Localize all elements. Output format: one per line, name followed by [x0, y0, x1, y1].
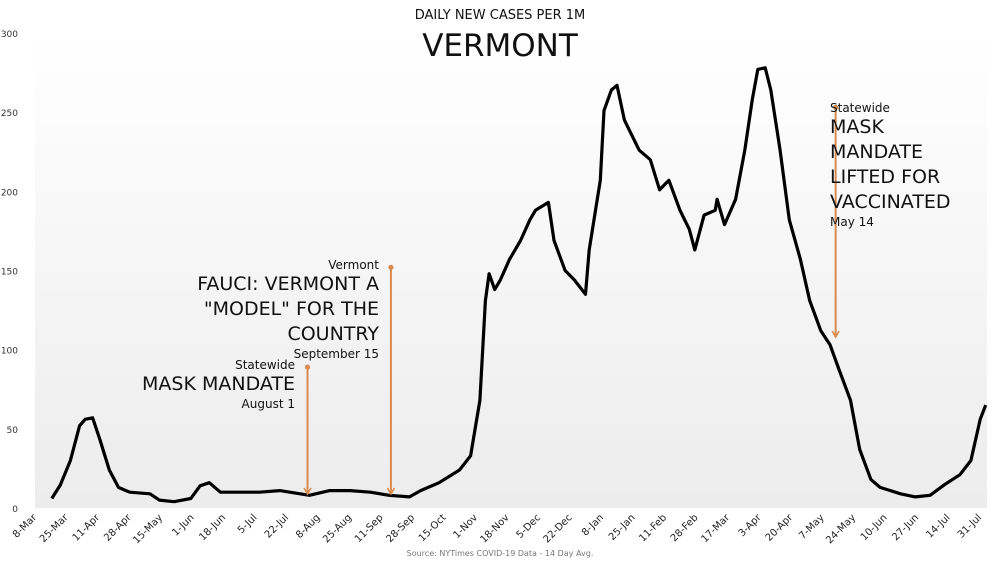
- annotation-big: LIFTED FOR: [830, 166, 941, 188]
- annotation-dot-fauci: [388, 264, 394, 270]
- y-tick-label: 50: [7, 426, 19, 436]
- x-tick-label: 20-Apr: [764, 512, 796, 544]
- x-tick-label: 28-Sep: [384, 512, 417, 545]
- x-tick-label: 24-May: [824, 512, 858, 546]
- annotation-mask-lifted: Statewide MASK MANDATE LIFTED FOR VACCIN…: [830, 101, 951, 229]
- chart-title: VERMONT: [422, 28, 578, 64]
- x-tick-label: 11-Sep: [353, 512, 386, 545]
- x-tick-label: 11-Feb: [637, 512, 669, 544]
- x-tick-label: 25-Jan: [607, 512, 638, 543]
- x-tick-label: 28-Apr: [102, 512, 134, 544]
- annotation-small: Statewide: [830, 101, 890, 115]
- chart-subtitle: DAILY NEW CASES PER 1M: [414, 8, 586, 23]
- annotation-big: "MODEL" FOR THE: [203, 298, 379, 320]
- x-tick-label: 18-Jun: [197, 512, 228, 543]
- annotation-big: COUNTRY: [287, 323, 379, 345]
- annotation-dot-lifted: [833, 104, 839, 111]
- annotation-small: Vermont: [328, 258, 379, 272]
- annotation-mask-mandate: Statewide MASK MANDATE August 1: [142, 358, 295, 411]
- x-tick-label: 25-Mar: [38, 512, 71, 545]
- series-line: [50, 66, 988, 504]
- annotation-dot-mask: [304, 364, 311, 370]
- x-tick-label: 10-Jun: [859, 512, 890, 543]
- x-tick-label: 1-Nov: [451, 512, 480, 541]
- x-tick-label: 25-Aug: [321, 512, 354, 545]
- x-tick-label: 1-Jun: [170, 512, 196, 538]
- x-tick-label: 8-Mar: [11, 512, 40, 541]
- annotation-arrow-fauci: [386, 487, 396, 496]
- annotation-arrow-lifted: [831, 330, 840, 339]
- x-tick-label: 15-Oct: [417, 512, 449, 544]
- annotation-big: MASK: [830, 116, 884, 138]
- y-tick-label: 200: [1, 188, 18, 198]
- x-tick-label: 8-Aug: [294, 512, 322, 540]
- annotation-date: September 15: [293, 347, 379, 361]
- x-tick-label: 3-Apr: [737, 512, 765, 540]
- annotation-fauci: Vermont FAUCI: VERMONT A "MODEL" FOR THE…: [197, 258, 379, 361]
- x-tick-label: 5-Dec: [515, 512, 544, 541]
- x-tick-label: 27-Jun: [890, 512, 921, 543]
- x-tick-label: 17-Mar: [699, 512, 732, 545]
- x-tick-label: 22-Dec: [542, 512, 575, 545]
- y-tick-label: 250: [1, 109, 18, 119]
- annotation-big: FAUCI: VERMONT A: [197, 273, 379, 295]
- annotation-big: MASK MANDATE: [142, 373, 295, 395]
- plot-area: [35, 33, 987, 508]
- annotation-big: VACCINATED: [830, 191, 951, 213]
- x-tick-label: 11-Apr: [71, 512, 103, 544]
- x-tick-label: 18-Nov: [479, 512, 512, 545]
- annotation-small: Statewide: [235, 358, 295, 372]
- annotation-date: May 14: [830, 215, 874, 229]
- annotation-big: MANDATE: [830, 141, 924, 163]
- x-tick-label: 7-May: [797, 512, 827, 542]
- x-tick-label: 28-Feb: [669, 512, 701, 544]
- y-tick-label: 0: [12, 505, 18, 515]
- x-tick-label: 22-Jul: [263, 512, 291, 540]
- y-tick-label: 300: [1, 30, 18, 40]
- y-tick-label: 100: [1, 347, 18, 357]
- source-note: Source: NYTimes COVID-19 Data - 14 Day A…: [406, 549, 594, 558]
- x-tick-label: 5-Jul: [236, 512, 260, 536]
- annotation-arrow-mask: [303, 487, 312, 496]
- x-tick-label: 31-Jul: [956, 512, 984, 540]
- y-tick-label: 150: [1, 268, 18, 278]
- annotation-date: August 1: [241, 397, 295, 411]
- x-tick-label: 15-May: [131, 512, 165, 546]
- x-tick-label: 14-Jul: [924, 512, 952, 540]
- x-tick-label: 8-Jan: [580, 512, 606, 538]
